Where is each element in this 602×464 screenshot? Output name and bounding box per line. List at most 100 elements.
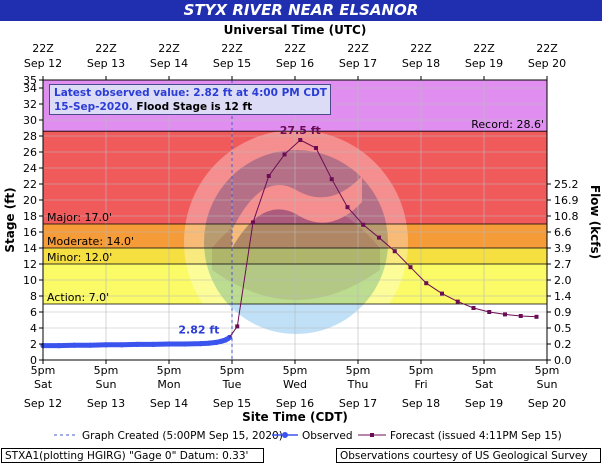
utc-date-label: Sep 15 bbox=[213, 57, 251, 70]
utc-axis-title: Universal Time (UTC) bbox=[224, 23, 367, 37]
watermark-bird-icon bbox=[232, 176, 362, 248]
flow-tick-label: 1.4 bbox=[554, 290, 572, 303]
observed-point bbox=[134, 341, 141, 347]
forecast-point bbox=[314, 146, 318, 150]
flow-tick-label: 16.9 bbox=[554, 194, 579, 207]
forecast-point bbox=[392, 249, 397, 254]
day-tick-label: Sat bbox=[475, 378, 494, 391]
page-title: STYX RIVER NEAR ELSANOR bbox=[0, 0, 602, 21]
stage-tick-label: 34 bbox=[23, 82, 37, 95]
date-tick-label: Sep 16 bbox=[276, 397, 314, 410]
time-tick-label: 5pm bbox=[409, 364, 434, 377]
date-tick-label: Sep 12 bbox=[24, 397, 62, 410]
forecast-point bbox=[266, 174, 271, 178]
utc-time-label: 22Z bbox=[95, 42, 117, 55]
stage-tick-label: 30 bbox=[23, 114, 37, 127]
utc-time-label: 22Z bbox=[284, 42, 306, 55]
time-tick-label: 5pm bbox=[346, 364, 371, 377]
forecast-point bbox=[408, 265, 413, 270]
flow-axis-title: Flow (kcfs) bbox=[588, 185, 602, 259]
flood-stage-text: Flood Stage is 12 ft bbox=[136, 101, 253, 113]
observed-point bbox=[213, 339, 219, 345]
latest-value-box: Latest observed value: 2.82 ft at 4:00 P… bbox=[49, 84, 331, 115]
datum-note: STXA1(plotting HGIRG) "Gage 0" Datum: 0.… bbox=[1, 448, 264, 463]
forecast-point bbox=[487, 310, 492, 314]
utc-date-label: Sep 20 bbox=[528, 57, 566, 70]
forecast-point bbox=[361, 222, 366, 227]
flow-tick-label: 2.7 bbox=[554, 258, 572, 271]
utc-time-label: 22Z bbox=[32, 42, 54, 55]
stage-tick-label: 26 bbox=[23, 146, 37, 159]
latest-value-line2: 15-Sep-2020. Flood Stage is 12 ft bbox=[54, 100, 326, 114]
utc-date-label: Sep 19 bbox=[465, 57, 503, 70]
stage-axis-title: Stage (ft) bbox=[3, 187, 17, 252]
time-tick-label: 5pm bbox=[220, 364, 245, 377]
observed-point bbox=[182, 341, 188, 347]
observed-point bbox=[87, 342, 93, 348]
day-tick-label: Wed bbox=[283, 378, 307, 391]
day-tick-label: Fri bbox=[414, 378, 427, 391]
flow-tick-label: 0.9 bbox=[554, 306, 572, 319]
time-tick-label: 5pm bbox=[535, 364, 560, 377]
forecast-point bbox=[282, 152, 287, 157]
day-tick-label: Tue bbox=[222, 378, 242, 391]
forecast-point bbox=[251, 220, 255, 225]
series-layer: 27.5 ft 2.82 ft bbox=[40, 80, 539, 360]
utc-date-label: Sep 17 bbox=[339, 57, 377, 70]
utc-time-label: 22Z bbox=[221, 42, 243, 55]
watermark-disc bbox=[184, 130, 408, 354]
legend-observed-marker bbox=[282, 432, 288, 438]
stage-tick-label: 18 bbox=[23, 210, 37, 223]
utc-time-label: 22Z bbox=[347, 42, 369, 55]
stage-tick-label: 28 bbox=[23, 130, 37, 143]
watermark-inner-disc bbox=[204, 150, 388, 334]
utc-time-label: 22Z bbox=[410, 42, 432, 55]
noaa-watermark bbox=[184, 130, 408, 354]
utc-time-label: 22Z bbox=[473, 42, 495, 55]
forecast-point bbox=[345, 205, 350, 210]
flow-tick-label: 10.8 bbox=[554, 210, 579, 223]
observed-point bbox=[71, 342, 78, 348]
utc-time-label: 22Z bbox=[536, 42, 558, 55]
record-label: Record: 28.6' bbox=[471, 118, 544, 131]
stage-tick-label: 10 bbox=[23, 274, 37, 287]
observed-point bbox=[150, 341, 156, 347]
stage-tick-label: 20 bbox=[23, 194, 37, 207]
legend-observed-label: Observed bbox=[302, 430, 353, 442]
date-tick-label: Sep 13 bbox=[87, 397, 125, 410]
legend-forecast-marker bbox=[370, 433, 374, 437]
flow-tick-label: 0.2 bbox=[554, 338, 572, 351]
legend: Graph Created (5:00PM Sep 15, 2020) Obser… bbox=[54, 430, 562, 442]
observed-point bbox=[119, 342, 125, 348]
stage-tick-label: 6 bbox=[30, 306, 37, 319]
stage-tick-label: 22 bbox=[23, 178, 37, 191]
forecast-point bbox=[534, 314, 539, 319]
forecast-point bbox=[424, 281, 429, 286]
time-tick-label: 5pm bbox=[31, 364, 56, 377]
threshold-label: Action: 7.0' bbox=[47, 291, 109, 304]
forecast-point bbox=[455, 299, 460, 304]
forecast-point bbox=[471, 306, 476, 310]
forecast-point bbox=[298, 138, 303, 142]
flow-tick-label: 25.2 bbox=[554, 178, 579, 191]
flow-tick-label: 2.0 bbox=[554, 274, 572, 287]
date-tick-label: Sep 15 bbox=[213, 397, 251, 410]
date-tick-label: Sep 20 bbox=[528, 397, 566, 410]
stage-tick-label: 14 bbox=[23, 242, 37, 255]
time-tick-label: 5pm bbox=[283, 364, 308, 377]
observed-point bbox=[197, 341, 204, 347]
utc-date-label: Sep 13 bbox=[87, 57, 125, 70]
stage-tick-label: 32 bbox=[23, 98, 37, 111]
stage-tick-label: 4 bbox=[30, 322, 37, 335]
observed-point bbox=[56, 343, 62, 349]
forecast-point bbox=[518, 314, 523, 318]
stage-tick-label: 12 bbox=[23, 258, 37, 271]
flood-thresholds: Record: 28.6' Major: 17.0' Moderate: 14.0'… bbox=[43, 118, 547, 305]
time-tick-label: 5pm bbox=[94, 364, 119, 377]
day-tick-label: Mon bbox=[157, 378, 180, 391]
day-tick-label: Sun bbox=[537, 378, 558, 391]
stage-tick-label: 24 bbox=[23, 162, 37, 175]
observed-point bbox=[205, 340, 211, 346]
